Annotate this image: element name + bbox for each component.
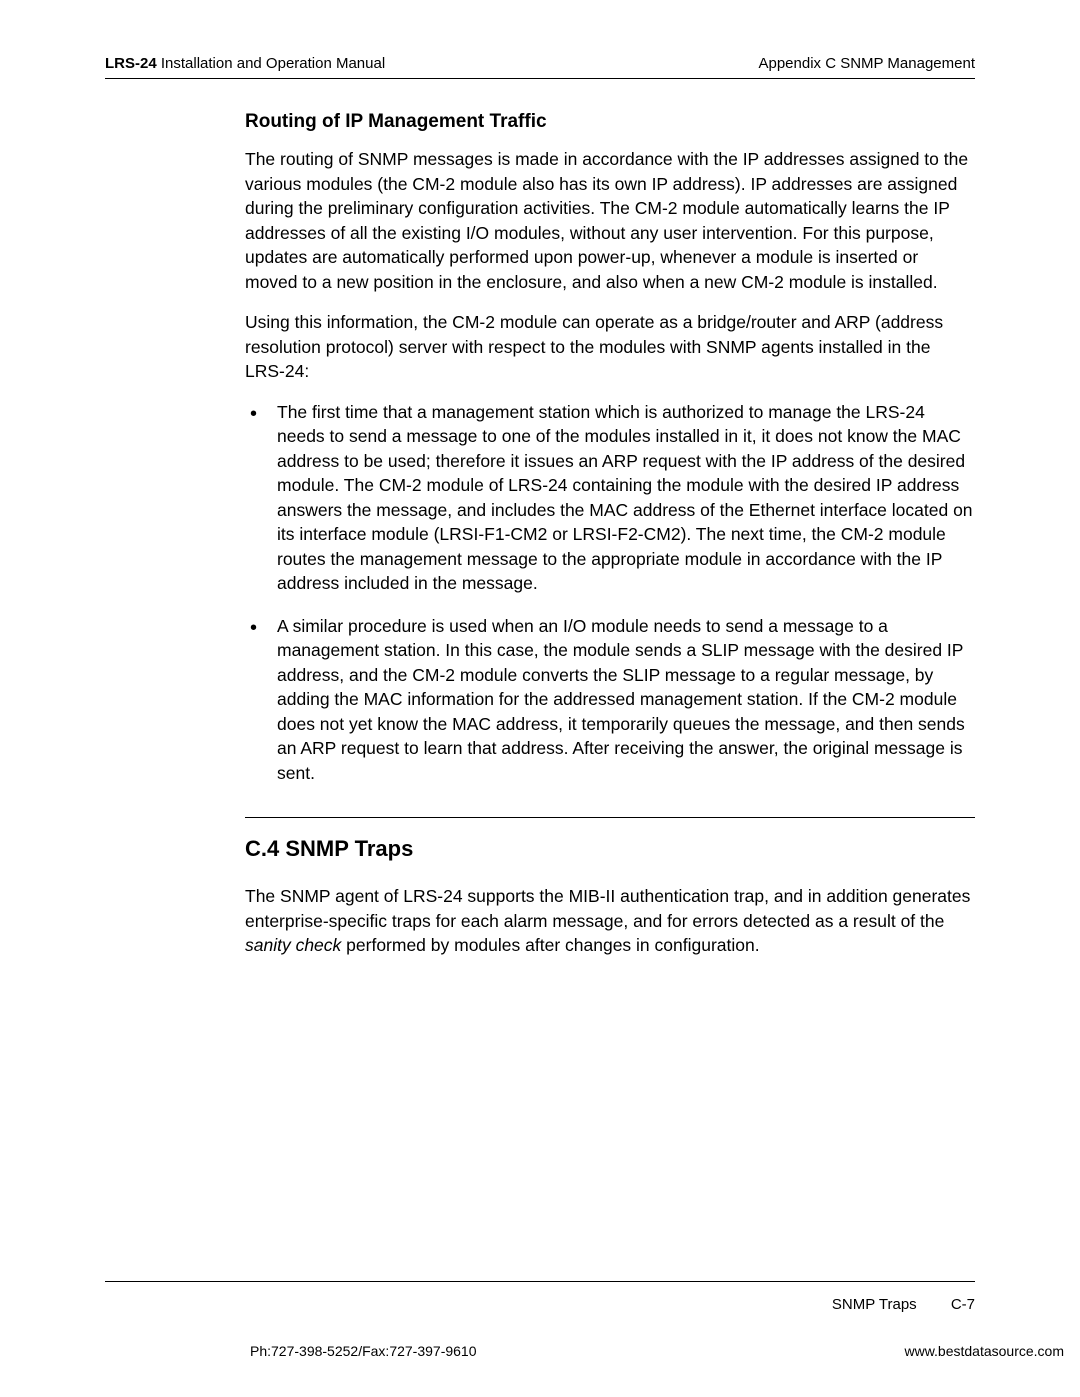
italic-term: sanity check (245, 935, 341, 955)
bullet-list: The first time that a management station… (245, 400, 975, 786)
header-right: Appendix C SNMP Management (758, 55, 975, 72)
list-item: A similar procedure is used when an I/O … (245, 614, 975, 786)
paragraph: The routing of SNMP messages is made in … (245, 147, 975, 294)
product-code: LRS-24 (105, 55, 157, 72)
footer-section-page: SNMP Traps C-7 (832, 1296, 975, 1313)
footer-section-label: SNMP Traps (832, 1296, 917, 1313)
footer-divider (105, 1281, 975, 1282)
page-header: LRS-24 Installation and Operation Manual… (105, 55, 975, 79)
footer-contact: Ph:727-398-5252/Fax:727-397-9610 www.bes… (0, 1343, 1080, 1359)
page-content: Routing of IP Management Traffic The rou… (105, 111, 975, 958)
footer-phone: Ph:727-398-5252/Fax:727-397-9610 (250, 1343, 477, 1359)
paragraph: The SNMP agent of LRS-24 supports the MI… (245, 884, 975, 958)
list-item: The first time that a management station… (245, 400, 975, 596)
section-heading-traps: C.4 SNMP Traps (245, 836, 975, 862)
text-run: The SNMP agent of LRS-24 supports the MI… (245, 886, 970, 931)
footer-url: www.bestdatasource.com (904, 1343, 1064, 1359)
header-left: LRS-24 Installation and Operation Manual (105, 55, 385, 72)
section-divider (245, 817, 975, 818)
paragraph: Using this information, the CM-2 module … (245, 310, 975, 384)
manual-title: Installation and Operation Manual (157, 55, 385, 72)
text-run: performed by modules after changes in co… (341, 935, 759, 955)
subheading-routing: Routing of IP Management Traffic (245, 111, 975, 133)
page-number: C-7 (951, 1296, 975, 1313)
